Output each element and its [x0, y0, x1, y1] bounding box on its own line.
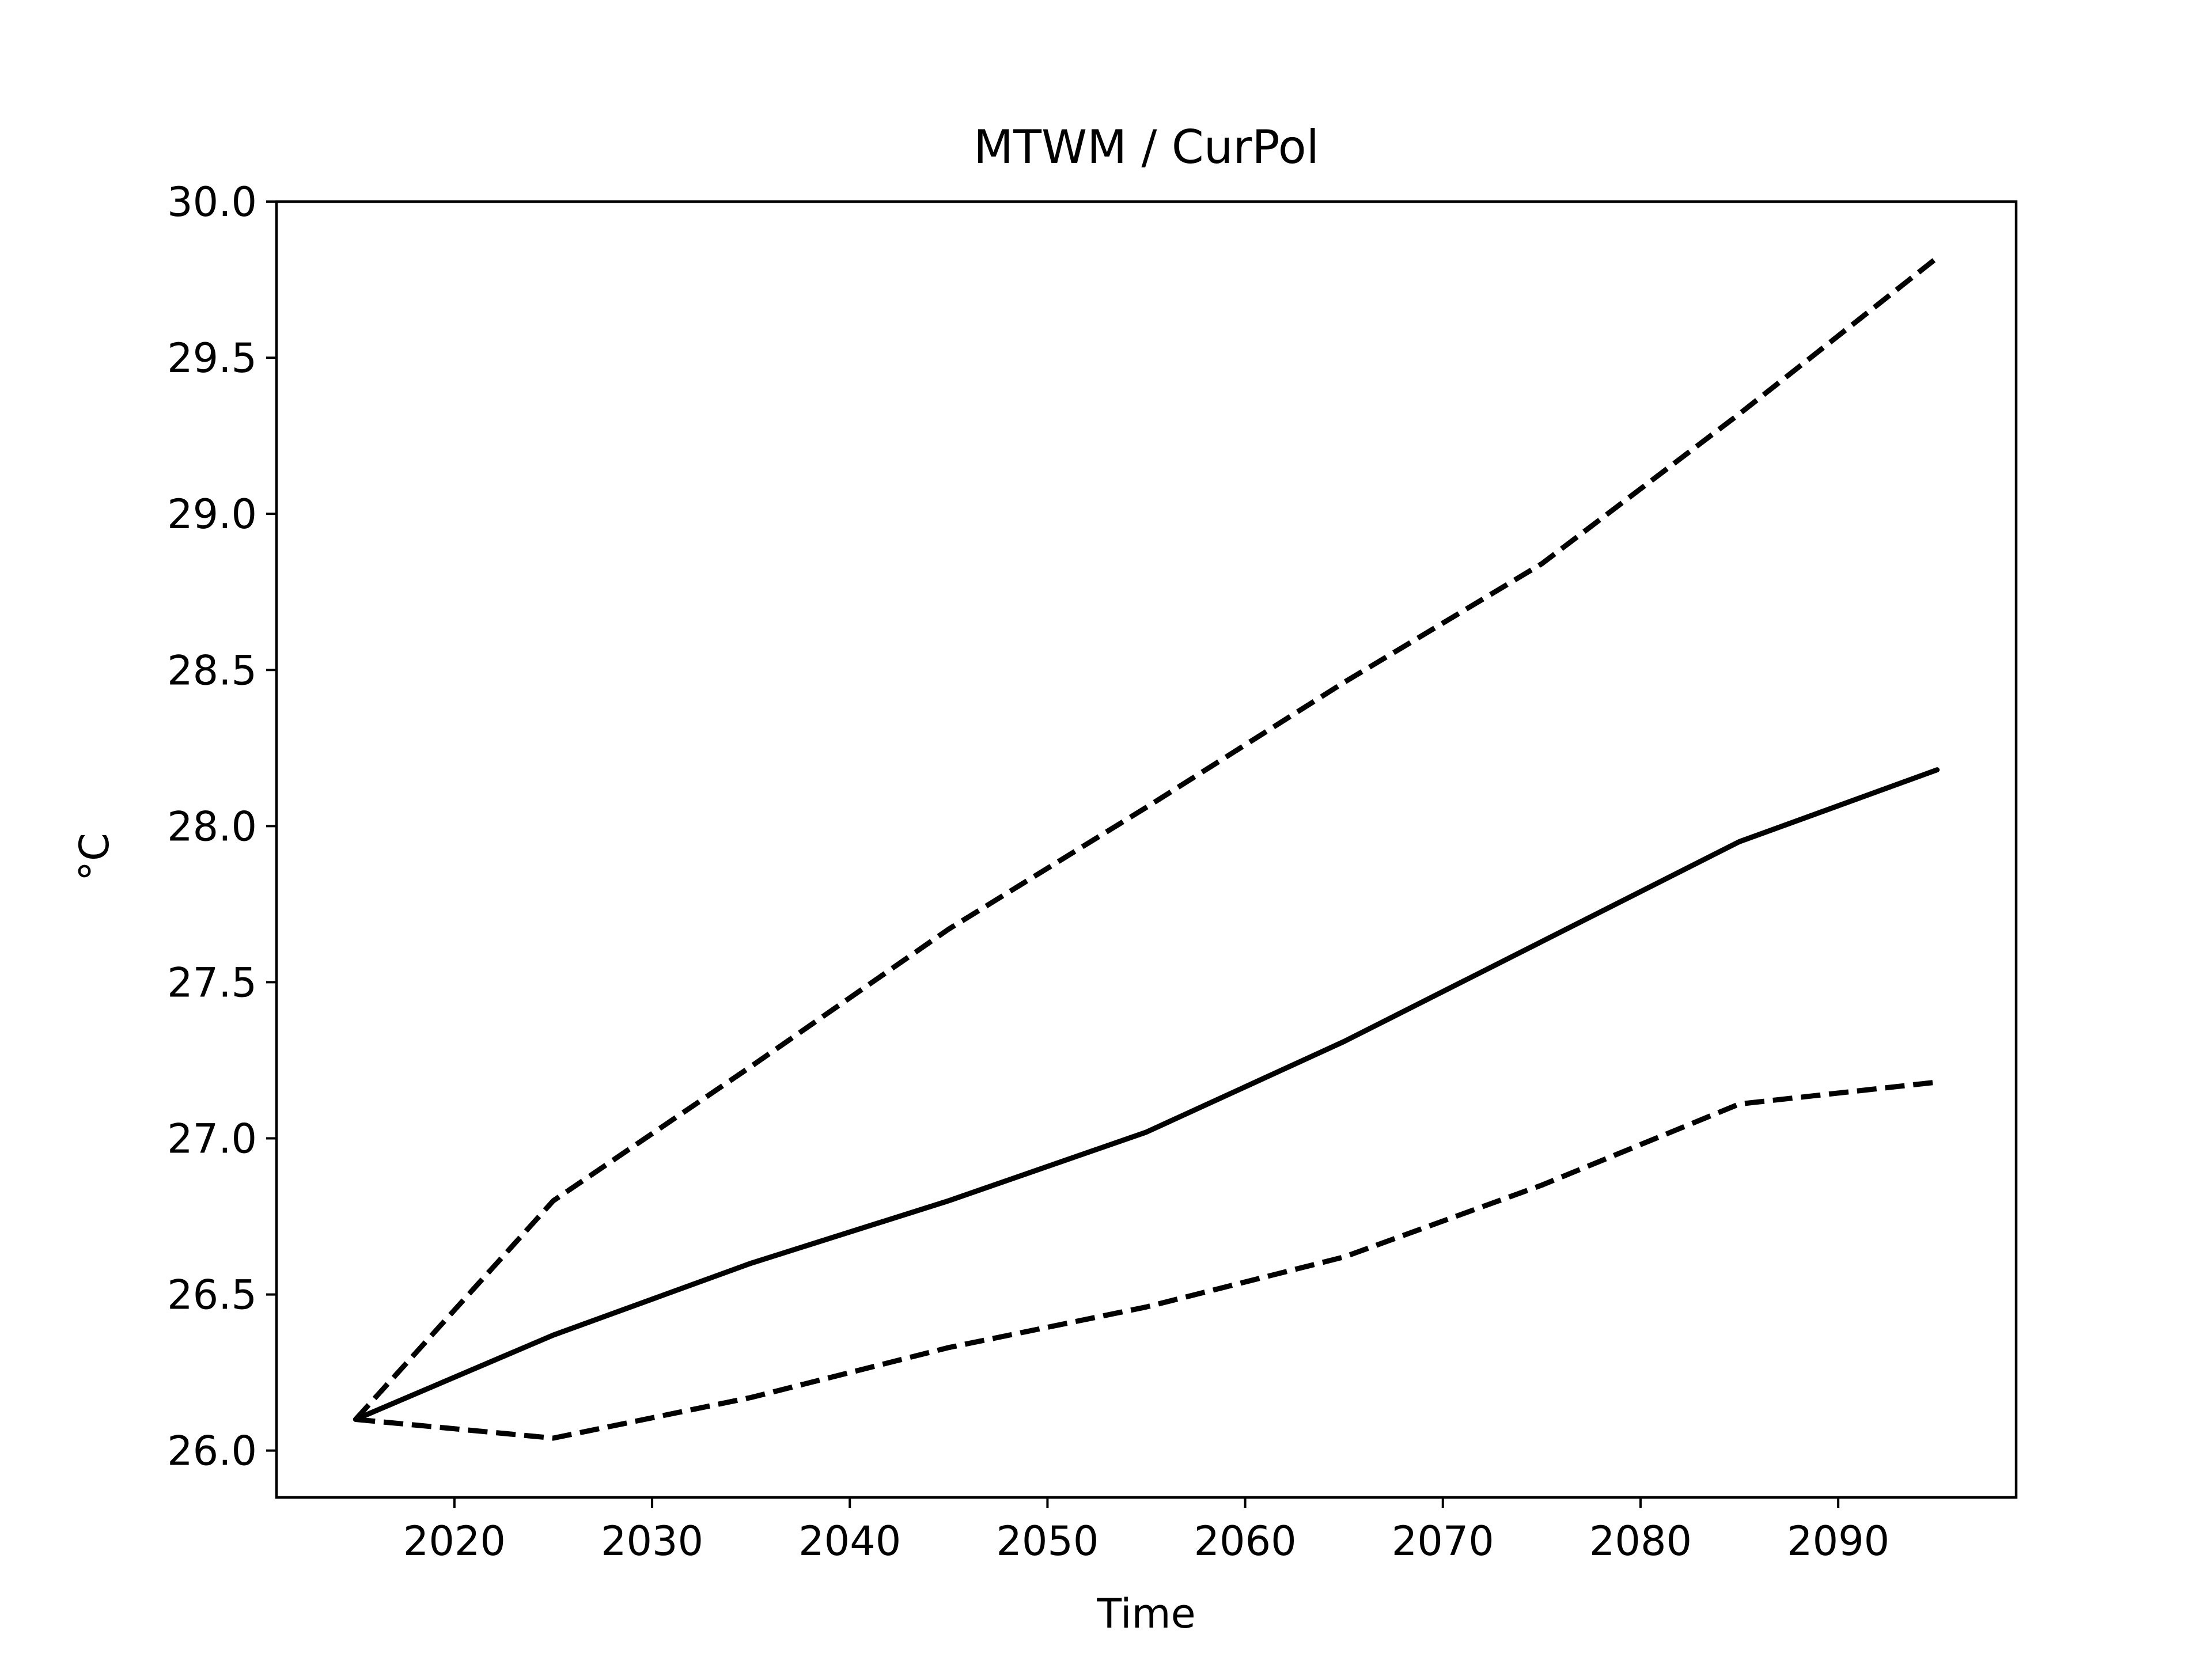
- x-tick-label: 2020: [403, 1518, 506, 1565]
- x-axis: 2020 2030 2040 2050 2060 2070 2080 2090: [403, 1497, 1889, 1565]
- y-tick-label: 26.0: [167, 1428, 257, 1475]
- y-axis: 26.0 26.5 27.0 27.5 28.0 28.5 29.0 29.5 30.0: [167, 179, 276, 1475]
- y-tick-label: 29.0: [167, 491, 257, 538]
- x-tick-label: 2070: [1392, 1518, 1494, 1565]
- x-axis-label: Time: [1096, 1590, 1195, 1637]
- y-tick-label: 26.5: [167, 1272, 257, 1319]
- median-solid-line: [353, 767, 1940, 1422]
- y-tick-label: 28.0: [167, 803, 257, 850]
- plot-lines: [353, 256, 1940, 1441]
- x-tick-label: 2060: [1194, 1518, 1297, 1565]
- x-tick-label: 2080: [1589, 1518, 1692, 1565]
- x-tick-label: 2040: [798, 1518, 901, 1565]
- plot-area-frame: [275, 200, 2018, 1499]
- x-tick-label: 2090: [1787, 1518, 1889, 1565]
- x-tick-label: 2050: [996, 1518, 1099, 1565]
- y-tick-label: 27.5: [167, 959, 257, 1006]
- upper-bound-dashed-line: [353, 256, 1939, 1421]
- y-tick-label: 29.5: [167, 335, 257, 382]
- y-tick-label: 30.0: [167, 179, 257, 226]
- y-tick-label: 27.0: [167, 1116, 257, 1163]
- x-tick-label: 2030: [601, 1518, 703, 1565]
- lower-bound-dashed-line: [355, 1079, 1938, 1441]
- y-tick-label: 28.5: [167, 647, 257, 694]
- chart-title: MTWM / CurPol: [974, 120, 1319, 174]
- y-axis-label: °C: [71, 833, 118, 881]
